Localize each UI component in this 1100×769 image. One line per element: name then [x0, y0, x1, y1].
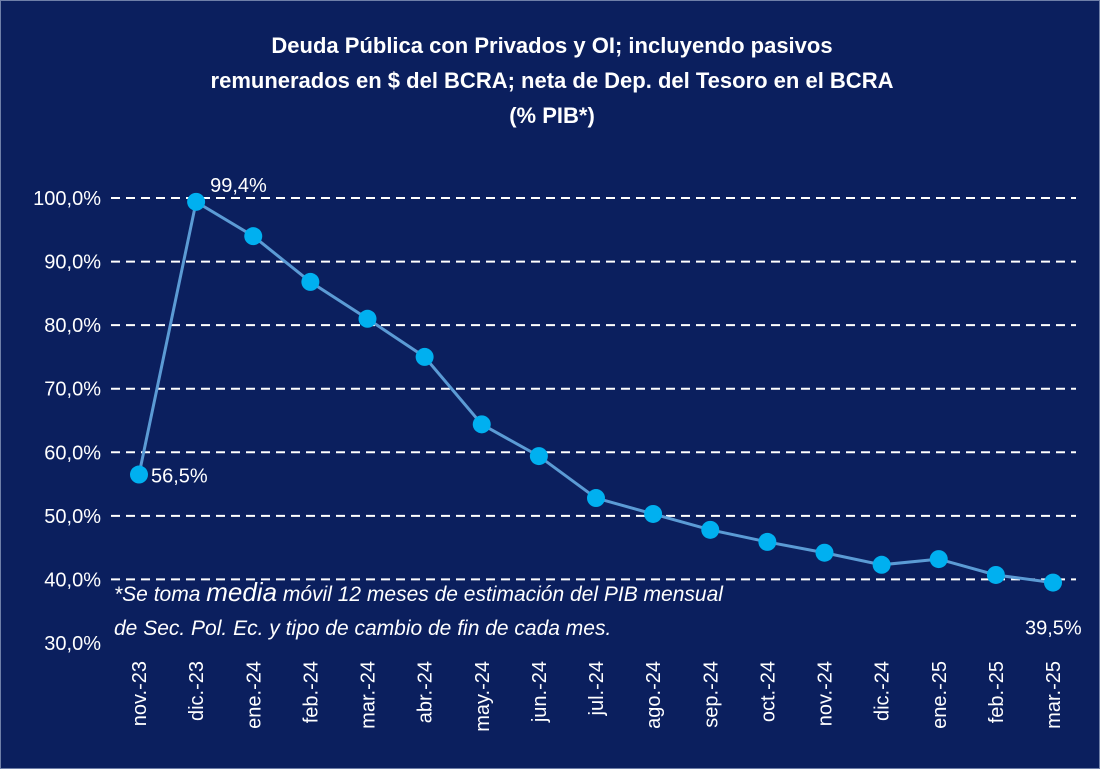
x-tick-label: ago.-24 — [643, 661, 665, 729]
y-tick-label: 60,0% — [44, 442, 101, 464]
data-point — [358, 309, 377, 328]
data-point — [130, 465, 148, 484]
data-point — [815, 543, 834, 562]
y-tick-label: 90,0% — [44, 252, 101, 274]
chart-title: Deuda Pública con Privados y OI; incluye… — [211, 33, 894, 128]
gridlines — [111, 197, 1076, 581]
x-tick-label: ene.-24 — [243, 661, 265, 729]
data-point — [529, 447, 548, 466]
footnote: *Se toma media móvil 12 meses de estimac… — [114, 577, 724, 640]
x-tick-label: jul.-24 — [586, 661, 608, 716]
x-tick-label: feb.-24 — [300, 661, 322, 723]
y-tick-label: 80,0% — [44, 315, 101, 337]
y-tick-label: 40,0% — [44, 569, 101, 591]
title-line-1: Deuda Pública con Privados y OI; incluye… — [271, 33, 832, 58]
data-label: 56,5% — [151, 466, 208, 488]
data-point — [644, 504, 663, 523]
data-point — [587, 489, 605, 508]
data-point — [758, 532, 777, 551]
data-point — [701, 520, 720, 539]
y-tick-label: 70,0% — [44, 379, 101, 401]
x-axis: nov.-23 dic.-23 ene.-24 feb.-24 mar.-24 abr.-… — [129, 661, 1065, 732]
x-tick-label: feb.-25 — [986, 661, 1008, 723]
y-tick-label: 30,0% — [44, 633, 101, 655]
x-tick-label: dic.-23 — [186, 661, 208, 721]
data-label: 39,5% — [1025, 618, 1082, 640]
x-tick-label: ene.-25 — [929, 661, 951, 729]
data-point — [472, 415, 491, 434]
x-tick-label: nov.-24 — [815, 661, 837, 726]
x-tick-label: abr.-24 — [415, 661, 437, 723]
footnote-line-2: de Sec. Pol. Ec. y tipo de cambio de fin… — [114, 617, 611, 640]
data-point — [415, 347, 434, 366]
x-tick-label: sep.-24 — [700, 661, 722, 728]
data-point — [872, 555, 891, 574]
x-tick-label: mar.-25 — [1043, 661, 1065, 729]
data-point — [929, 550, 948, 569]
y-tick-label: 100,0% — [33, 188, 101, 210]
x-tick-label: dic.-24 — [872, 661, 894, 721]
footnote-line-1: *Se toma media móvil 12 meses de estimac… — [114, 577, 724, 607]
data-point — [301, 272, 320, 291]
y-tick-label: 50,0% — [44, 506, 101, 528]
x-tick-label: jun.-24 — [529, 661, 551, 723]
x-tick-label: oct.-24 — [757, 661, 779, 722]
series-path — [137, 199, 1054, 585]
data-point — [1044, 573, 1062, 592]
data-point — [244, 227, 263, 246]
data-point — [187, 192, 206, 211]
title-line-2: remunerados en $ del BCRA; neta de Dep. … — [211, 68, 894, 93]
title-line-3: (% PIB*) — [509, 103, 595, 128]
data-point — [986, 565, 1005, 584]
x-tick-label: nov.-23 — [129, 661, 151, 726]
series-line — [130, 192, 1062, 592]
data-label: 99,4% — [210, 175, 267, 197]
y-axis: 30,0% 40,0% 50,0% 60,0% 70,0% 80,0% 90,0% 100,0… — [33, 188, 101, 655]
data-labels: 56,5% 99,4% 39,5% — [151, 175, 1082, 640]
x-tick-label: mar.-24 — [358, 661, 380, 729]
x-tick-label: may.-24 — [472, 661, 494, 732]
